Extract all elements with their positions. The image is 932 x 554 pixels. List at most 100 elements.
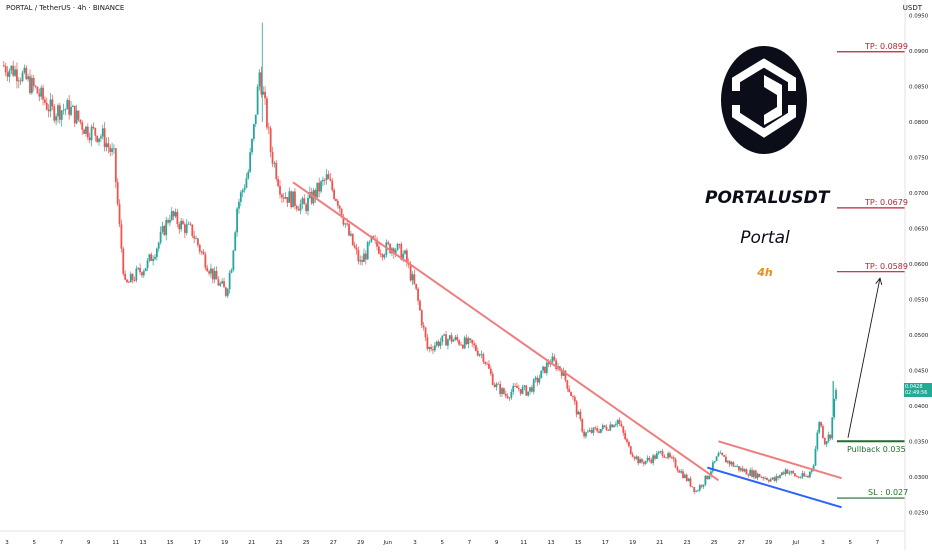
candle-body	[36, 86, 39, 94]
candle-body	[820, 422, 822, 427]
candle-body	[672, 457, 675, 460]
candle-body	[90, 126, 93, 141]
candle-body	[435, 341, 438, 346]
time-tick-label: 13	[140, 540, 147, 546]
candle-body	[17, 80, 20, 82]
candle-body	[480, 354, 483, 356]
candle-body	[101, 128, 104, 137]
price-tick-label: 0.0600	[909, 262, 929, 268]
candle-body	[592, 427, 595, 433]
candle-body	[788, 472, 791, 474]
candle-body	[314, 190, 317, 198]
candle-body	[616, 419, 619, 425]
candle-body	[460, 344, 462, 346]
candle-body	[730, 462, 733, 465]
candle-body	[758, 473, 761, 478]
candle-body	[467, 338, 470, 345]
candle-body	[415, 283, 418, 289]
candle-body	[803, 473, 806, 477]
candle-body	[510, 391, 513, 398]
candle-body	[165, 220, 168, 236]
trendline-0	[292, 181, 720, 482]
candle-body	[586, 431, 589, 433]
candle-body	[795, 476, 798, 478]
candle-body	[605, 426, 608, 431]
candle-body	[85, 126, 87, 134]
candle-body	[236, 208, 238, 233]
candle-body	[75, 110, 78, 124]
candle-body	[8, 70, 11, 77]
candle-body	[172, 211, 175, 217]
candle-body	[488, 363, 490, 369]
price-axis: 0.0950 0.0900 0.0850 0.0800 0.0750 0.0700 0.06…	[904, 0, 929, 550]
candle-body	[814, 448, 817, 466]
candle-body	[150, 254, 153, 262]
candle-body	[583, 431, 586, 437]
candle-body	[648, 458, 651, 460]
candle-body	[232, 250, 235, 271]
candle-body	[305, 204, 308, 212]
candle-body	[663, 455, 666, 458]
price-tick-label: 0.0250	[909, 510, 929, 516]
candle-body	[215, 270, 218, 280]
time-tick-label: 27	[738, 540, 745, 546]
tp3-label: TP: 0.0899	[865, 41, 908, 51]
candle-body	[161, 226, 164, 232]
candle-body	[191, 224, 194, 237]
candle-body	[73, 105, 76, 124]
time-tick-label: Jun	[383, 540, 393, 546]
levels-layer	[837, 51, 905, 499]
candle-body	[618, 419, 621, 424]
candle-body	[437, 341, 440, 346]
candle-body	[693, 487, 696, 492]
candle-body	[245, 178, 248, 188]
candle-body	[542, 366, 544, 371]
candle-body	[297, 208, 300, 211]
candle-body	[799, 477, 802, 479]
candle-body	[111, 148, 113, 152]
candle-body	[342, 217, 345, 225]
price-tick-label: 0.0350	[909, 439, 929, 445]
candle-body	[680, 471, 683, 473]
candle-body	[30, 77, 33, 94]
candle-body	[129, 274, 132, 283]
candle-body	[577, 411, 580, 415]
candle-body	[547, 362, 550, 365]
candle-body	[506, 395, 509, 398]
candle-body	[766, 477, 768, 480]
candle-body	[359, 260, 362, 262]
candle-body	[185, 224, 188, 234]
candle-body	[213, 270, 216, 280]
candle-body	[323, 179, 326, 181]
candle-body	[745, 469, 748, 475]
candle-body	[739, 468, 742, 471]
candle-body	[754, 470, 757, 479]
price-tick-label: 0.0750	[909, 155, 929, 161]
candle-body	[779, 475, 781, 478]
candle-body	[346, 223, 349, 225]
candle-body	[734, 466, 737, 468]
candle-body	[465, 337, 468, 345]
candle-body	[206, 267, 209, 272]
price-tick-label: 0.0650	[909, 226, 929, 232]
candle-body	[99, 136, 102, 139]
candle-body	[376, 239, 378, 247]
candle-body	[29, 76, 31, 94]
price-tick-label: 0.0850	[909, 85, 929, 91]
candle-body	[732, 462, 735, 467]
candle-body	[639, 459, 641, 464]
time-tick-label: 23	[276, 540, 283, 546]
candle-body	[711, 462, 714, 472]
candle-body	[667, 453, 669, 458]
candle-body	[210, 268, 212, 274]
candle-body	[292, 191, 294, 208]
candle-body	[706, 475, 709, 480]
candle-body	[146, 260, 149, 269]
candle-body	[769, 479, 772, 482]
candle-body	[23, 67, 26, 73]
candle-body	[489, 368, 492, 374]
candle-body	[68, 100, 71, 115]
candle-body	[646, 458, 649, 461]
candle-body	[741, 468, 744, 472]
candle-body	[782, 472, 785, 475]
